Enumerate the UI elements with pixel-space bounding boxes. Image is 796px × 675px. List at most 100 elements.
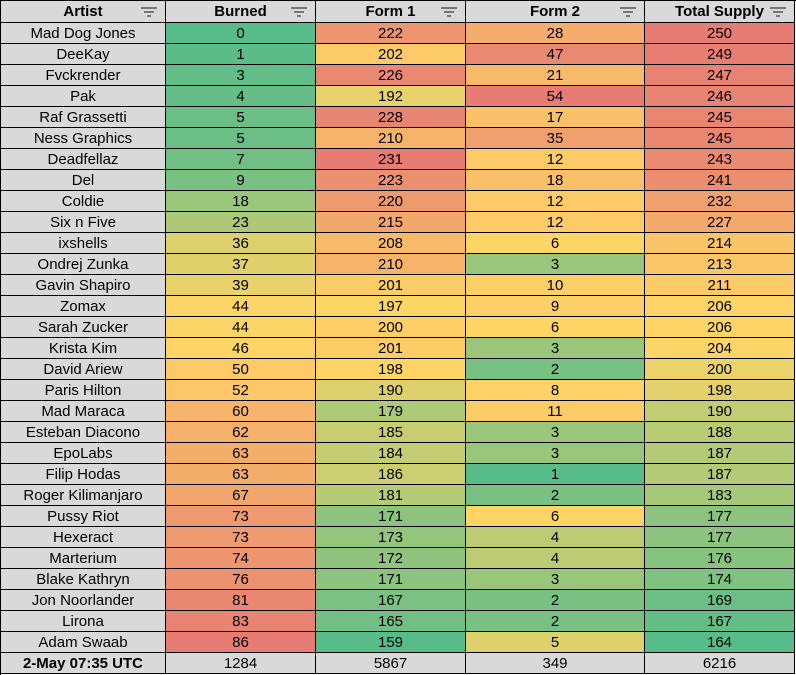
column-total: 1284: [166, 653, 316, 674]
value-cell-text: 167: [377, 591, 404, 609]
value-cell: 173: [316, 527, 466, 548]
artist-name-text: Coldie: [61, 192, 105, 210]
value-cell-text: 52: [232, 381, 249, 399]
artist-name: Coldie: [1, 191, 166, 212]
value-cell-text: 9: [550, 297, 560, 315]
value-cell-text: 201: [377, 339, 404, 357]
value-cell: 177: [645, 527, 795, 548]
value-cell-text: 179: [377, 402, 404, 420]
value-cell-text: 184: [377, 444, 404, 462]
value-cell: 241: [645, 170, 795, 191]
artist-name: Deadfellaz: [1, 149, 166, 170]
value-cell-text: 200: [377, 318, 404, 336]
value-cell: 172: [316, 548, 466, 569]
value-cell-text: 21: [546, 66, 564, 84]
value-cell: 211: [645, 275, 795, 296]
artist-name: Adam Swaab: [1, 632, 166, 653]
value-cell-text: 37: [232, 255, 249, 273]
value-cell-text: 17: [546, 108, 564, 126]
artist-name: Esteban Diacono: [1, 422, 166, 443]
artist-name-text: Blake Kathryn: [36, 570, 130, 588]
filter-icon[interactable]: [291, 6, 307, 18]
value-cell: 159: [316, 632, 466, 653]
value-cell-text: 201: [377, 276, 404, 294]
filter-icon[interactable]: [770, 6, 786, 18]
value-cell: 183: [645, 485, 795, 506]
artist-name-text: Filip Hodas: [45, 465, 121, 483]
value-cell-text: 76: [232, 570, 249, 588]
value-cell-text: 200: [706, 360, 733, 378]
value-cell-text: 227: [706, 213, 733, 231]
column-total: 5867: [316, 653, 466, 674]
column-total-text: 349: [542, 654, 568, 672]
value-cell-text: 2: [550, 486, 560, 504]
value-cell-text: 222: [377, 24, 404, 42]
value-cell: 3: [466, 254, 645, 275]
value-cell-text: 63: [232, 444, 249, 462]
value-cell: 208: [316, 233, 466, 254]
value-cell-text: 6: [550, 507, 560, 525]
value-cell-text: 62: [232, 423, 249, 441]
value-cell-text: 177: [706, 528, 733, 546]
value-cell-text: 211: [707, 276, 732, 294]
artist-name-text: DeeKay: [56, 45, 110, 63]
artist-name: Krista Kim: [1, 338, 166, 359]
artist-name: Sarah Zucker: [1, 317, 166, 338]
value-cell: 165: [316, 611, 466, 632]
artist-name: Pak: [1, 86, 166, 107]
value-cell: 167: [645, 611, 795, 632]
value-cell: 232: [645, 191, 795, 212]
value-cell: 3: [466, 443, 645, 464]
value-cell-text: 186: [377, 465, 404, 483]
value-cell: 206: [645, 296, 795, 317]
value-cell-text: 44: [232, 318, 249, 336]
value-cell: 198: [645, 380, 795, 401]
artist-name-text: Six n Five: [50, 213, 116, 231]
value-cell-text: 187: [706, 465, 733, 483]
artist-name: Jon Noorlander: [1, 590, 166, 611]
value-cell-text: 2: [550, 612, 560, 630]
value-cell-text: 86: [232, 633, 249, 651]
value-cell: 245: [645, 128, 795, 149]
value-cell-text: 213: [706, 255, 733, 273]
value-cell: 36: [166, 233, 316, 254]
column-header-text: Artist: [63, 3, 103, 20]
value-cell: 9: [466, 296, 645, 317]
filter-icon[interactable]: [620, 6, 636, 18]
value-cell: 220: [316, 191, 466, 212]
value-cell-text: 3: [550, 255, 560, 273]
value-cell: 187: [645, 443, 795, 464]
value-cell: 2: [466, 485, 645, 506]
value-cell-text: 6: [550, 318, 560, 336]
value-cell: 81: [166, 590, 316, 611]
value-cell: 201: [316, 338, 466, 359]
value-cell: 202: [316, 44, 466, 65]
filter-icon[interactable]: [141, 6, 157, 18]
artist-name-text: Krista Kim: [48, 339, 118, 357]
value-cell: 164: [645, 632, 795, 653]
artist-name: Ondrej Zunka: [1, 254, 166, 275]
value-cell: 184: [316, 443, 466, 464]
value-cell: 171: [316, 506, 466, 527]
value-cell: 62: [166, 422, 316, 443]
artist-name-text: Gavin Shapiro: [35, 276, 131, 294]
artist-name-text: Paris Hilton: [44, 381, 122, 399]
value-cell: 28: [466, 23, 645, 44]
filter-icon[interactable]: [441, 6, 457, 18]
value-cell-text: 4: [236, 87, 245, 105]
value-cell: 210: [316, 128, 466, 149]
value-cell: 10: [466, 275, 645, 296]
value-cell: 3: [466, 422, 645, 443]
value-cell-text: 192: [377, 87, 404, 105]
artist-name-text: Ondrej Zunka: [37, 255, 129, 273]
value-cell: 214: [645, 233, 795, 254]
value-cell-text: 197: [377, 297, 404, 315]
value-cell-text: 228: [377, 108, 404, 126]
value-cell: 228: [316, 107, 466, 128]
column-header-text: Total Supply: [675, 3, 764, 20]
value-cell-text: 188: [706, 423, 733, 441]
value-cell: 3: [466, 338, 645, 359]
value-cell: 35: [466, 128, 645, 149]
value-cell-text: 63: [232, 465, 249, 483]
column-header: Artist: [1, 1, 166, 23]
